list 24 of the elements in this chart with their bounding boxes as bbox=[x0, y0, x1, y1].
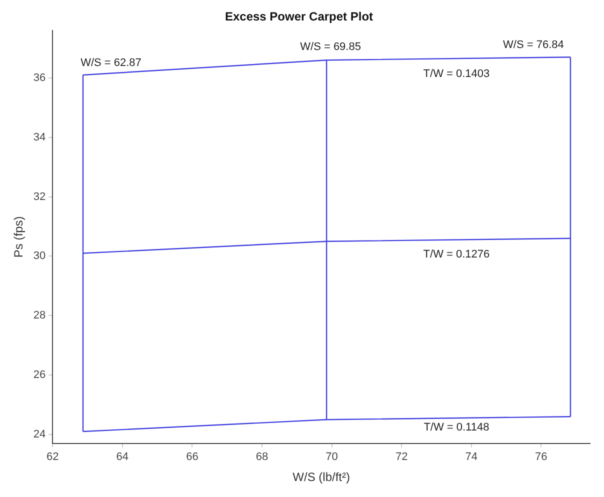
y-tick-label: 24 bbox=[33, 428, 46, 441]
y-axis-title: Ps (fps) bbox=[12, 216, 26, 258]
x-tick-label: 70 bbox=[326, 451, 338, 464]
annotation: W/S = 76.84 bbox=[503, 39, 564, 52]
x-tick-label: 68 bbox=[256, 451, 268, 464]
y-tick-label: 34 bbox=[33, 131, 46, 144]
y-tick-label: 32 bbox=[33, 190, 46, 203]
x-tick-label: 76 bbox=[535, 451, 548, 464]
chart-title: Excess Power Carpet Plot bbox=[224, 10, 374, 24]
y-tick-label: 30 bbox=[33, 250, 46, 262]
x-tick-label: 66 bbox=[186, 451, 198, 464]
y-tick-label: 26 bbox=[33, 369, 46, 382]
annotation: W/S = 69.85 bbox=[300, 41, 361, 54]
x-tick-label: 64 bbox=[116, 451, 129, 464]
x-axis-title: W/S (lb/ft²) bbox=[292, 470, 350, 484]
x-tick-label: 62 bbox=[46, 451, 59, 464]
y-tick-label: 36 bbox=[33, 72, 46, 84]
x-tick-label: 74 bbox=[465, 451, 478, 464]
annotation: T/W = 0.1403 bbox=[423, 68, 490, 80]
annotation: T/W = 0.1148 bbox=[424, 422, 490, 434]
annotation: T/W = 0.1276 bbox=[423, 248, 490, 260]
annotation: W/S = 62.87 bbox=[80, 57, 142, 69]
x-tick-label: 72 bbox=[395, 451, 408, 464]
y-tick-label: 28 bbox=[33, 310, 46, 322]
